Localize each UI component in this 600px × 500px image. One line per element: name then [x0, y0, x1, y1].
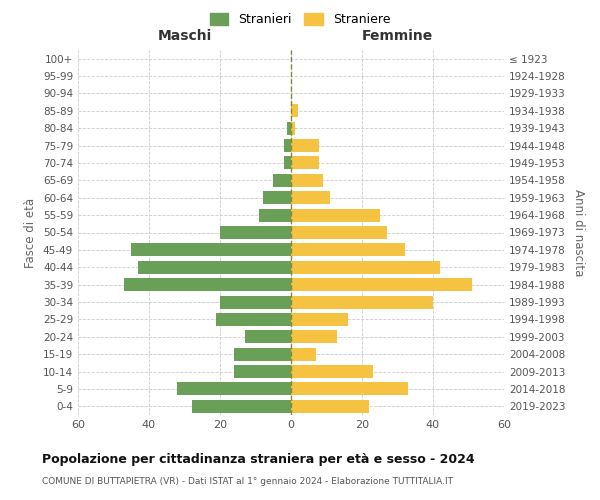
- Text: COMUNE DI BUTTAPIETRA (VR) - Dati ISTAT al 1° gennaio 2024 - Elaborazione TUTTIT: COMUNE DI BUTTAPIETRA (VR) - Dati ISTAT …: [42, 478, 453, 486]
- Bar: [291, 244, 404, 256]
- Bar: [191, 400, 291, 413]
- Bar: [291, 122, 295, 134]
- Bar: [291, 174, 323, 187]
- Bar: [291, 278, 472, 291]
- Bar: [291, 365, 373, 378]
- Bar: [287, 122, 291, 134]
- Bar: [263, 191, 291, 204]
- Bar: [220, 226, 291, 239]
- Bar: [291, 226, 387, 239]
- Y-axis label: Fasce di età: Fasce di età: [25, 198, 37, 268]
- Bar: [220, 296, 291, 308]
- Bar: [178, 382, 291, 396]
- Bar: [291, 156, 319, 170]
- Bar: [291, 191, 330, 204]
- Bar: [234, 365, 291, 378]
- Bar: [291, 400, 369, 413]
- Bar: [259, 208, 291, 222]
- Bar: [291, 260, 440, 274]
- Bar: [291, 139, 319, 152]
- Bar: [217, 313, 291, 326]
- Bar: [291, 104, 298, 118]
- Legend: Stranieri, Straniere: Stranieri, Straniere: [203, 6, 397, 32]
- Bar: [291, 313, 348, 326]
- Bar: [273, 174, 291, 187]
- Bar: [291, 348, 316, 360]
- Bar: [131, 244, 291, 256]
- Text: Femmine: Femmine: [362, 29, 433, 43]
- Bar: [291, 330, 337, 344]
- Bar: [291, 208, 380, 222]
- Bar: [139, 260, 291, 274]
- Bar: [291, 382, 408, 396]
- Bar: [291, 296, 433, 308]
- Bar: [245, 330, 291, 344]
- Y-axis label: Anni di nascita: Anni di nascita: [572, 189, 585, 276]
- Bar: [234, 348, 291, 360]
- Bar: [284, 156, 291, 170]
- Bar: [124, 278, 291, 291]
- Text: Maschi: Maschi: [157, 29, 212, 43]
- Text: Popolazione per cittadinanza straniera per età e sesso - 2024: Popolazione per cittadinanza straniera p…: [42, 452, 475, 466]
- Bar: [284, 139, 291, 152]
